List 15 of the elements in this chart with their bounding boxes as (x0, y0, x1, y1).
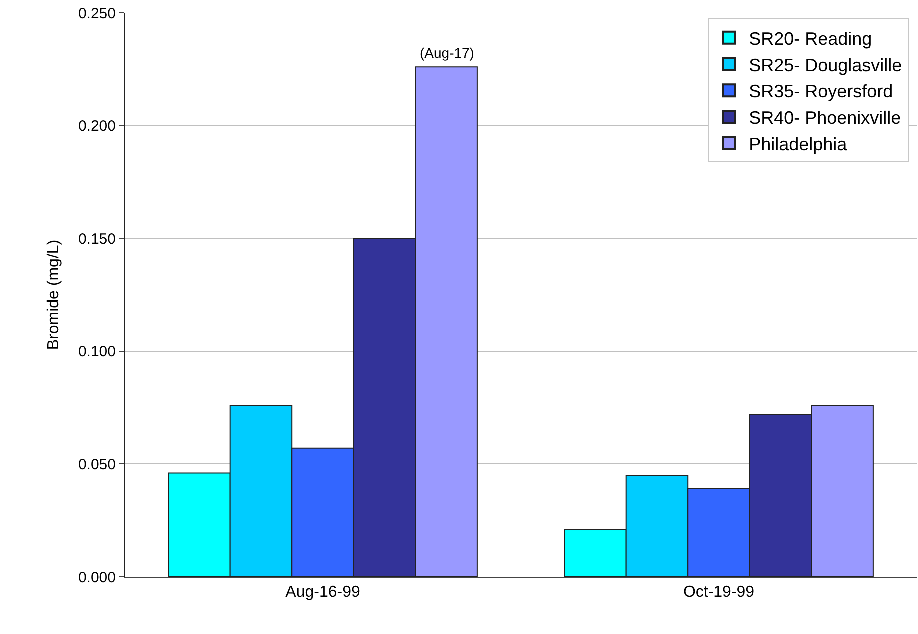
annotation: (Aug-17) (420, 45, 474, 61)
y-tick-label: 0.250 (78, 5, 116, 22)
x-tick-label: Oct-19-99 (683, 584, 755, 602)
y-tick-label: 0.000 (78, 569, 116, 586)
y-tick-label: 0.050 (78, 456, 116, 474)
legend-label: SR20- Reading (749, 28, 872, 49)
legend-label: SR25- Douglasville (749, 55, 902, 76)
y-tick-label: 0.200 (78, 118, 116, 136)
legend-label: SR35- Royersford (749, 82, 894, 102)
y-tick-label: 0.100 (78, 344, 116, 361)
y-tick-label: 0.150 (78, 230, 116, 248)
legend-label: Philadelphia (749, 134, 848, 154)
legend-label: SR40- Phoenixville (749, 108, 902, 128)
y-axis-title: Bromide (mg/L) (45, 240, 62, 350)
x-tick-label: Aug-16-99 (286, 584, 360, 602)
